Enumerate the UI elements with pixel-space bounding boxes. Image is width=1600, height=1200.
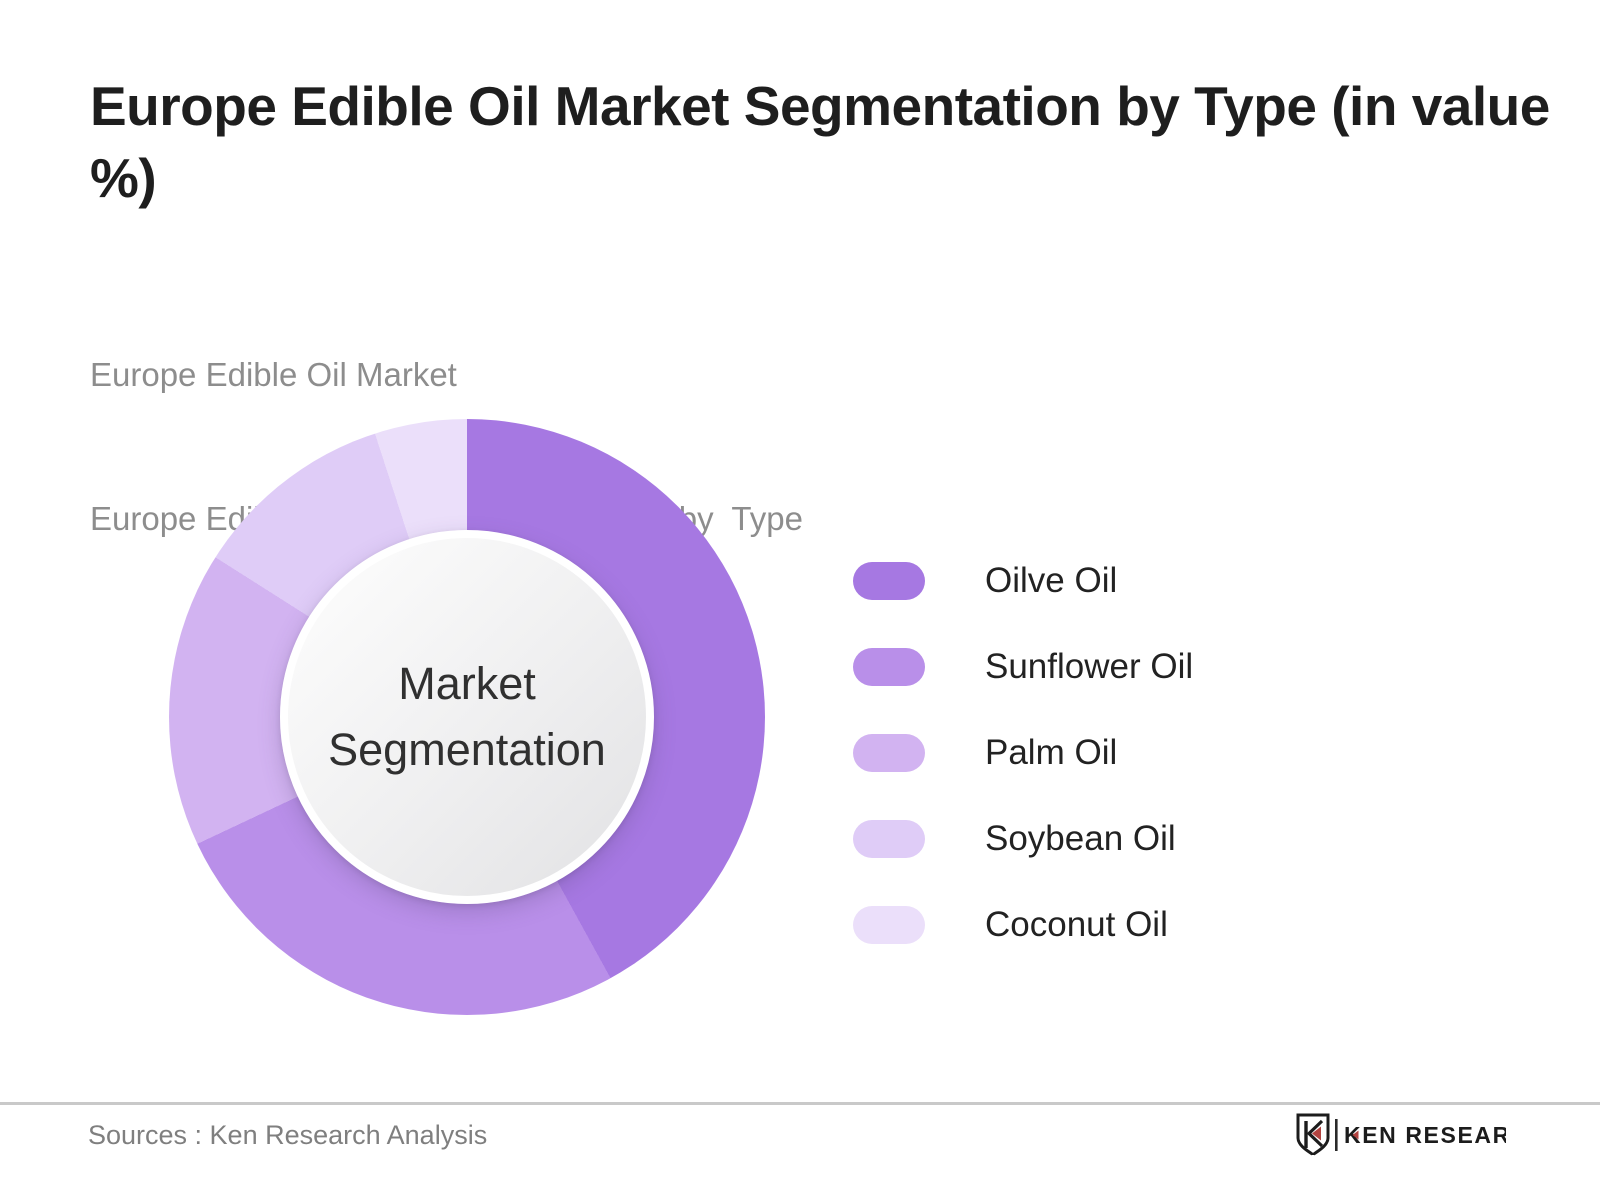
page-title-line-1: Europe Edible Oil Market Segmentation by…: [90, 75, 1550, 137]
donut-center-label-line-2: Segmentation: [328, 724, 606, 775]
legend-item-sunflower-oil: Sunflower Oil: [853, 647, 1194, 686]
logo-divider-bar: [1335, 1119, 1338, 1151]
legend-swatch-sunflower-oil: [853, 648, 925, 686]
legend-label-coconut-oil: Coconut Oil: [985, 905, 1168, 944]
legend-label-olive-oil: Oilve Oil: [985, 561, 1118, 600]
legend-swatch-palm-oil: [853, 734, 925, 772]
ken-research-logo: KEN RESEARCH: [1296, 1113, 1506, 1157]
legend-item-olive-oil: Oilve Oil: [853, 561, 1193, 600]
sources-note: Sources : Ken Research Analysis: [88, 1120, 488, 1150]
donut-center-label-line-1: Market: [398, 658, 536, 709]
legend-item-palm-oil: Palm Oil: [853, 733, 1193, 772]
legend-item-coconut-oil: Coconut Oil: [853, 905, 1193, 944]
logo-wordmark: KEN RESEARCH: [1344, 1122, 1506, 1148]
legend-item-soybean-oil: Soybean Oil: [853, 819, 1193, 858]
footer-divider: [0, 1102, 1600, 1105]
logo-wordmark-red-accent: [1352, 1130, 1359, 1140]
legend-swatch-olive-oil: [853, 562, 925, 600]
legend-label-sunflower-oil: Sunflower Oil: [985, 647, 1194, 686]
page-subtitle-line-1: Europe Edible Oil Market: [90, 356, 457, 393]
ken-research-shield-icon: [1296, 1113, 1330, 1157]
page-title: Europe Edible Oil Market Segmentation by…: [90, 70, 1550, 214]
legend-swatch-coconut-oil: [853, 906, 925, 944]
donut-center-label: Market Segmentation: [328, 651, 606, 783]
donut-chart-center: Market Segmentation: [280, 530, 654, 904]
chart-legend: Oilve Oil Sunflower Oil Palm Oil Soybean…: [853, 561, 1194, 992]
legend-swatch-soybean-oil: [853, 820, 925, 858]
legend-label-soybean-oil: Soybean Oil: [985, 819, 1176, 858]
page-title-line-2: %): [90, 147, 157, 209]
legend-label-palm-oil: Palm Oil: [985, 733, 1118, 772]
